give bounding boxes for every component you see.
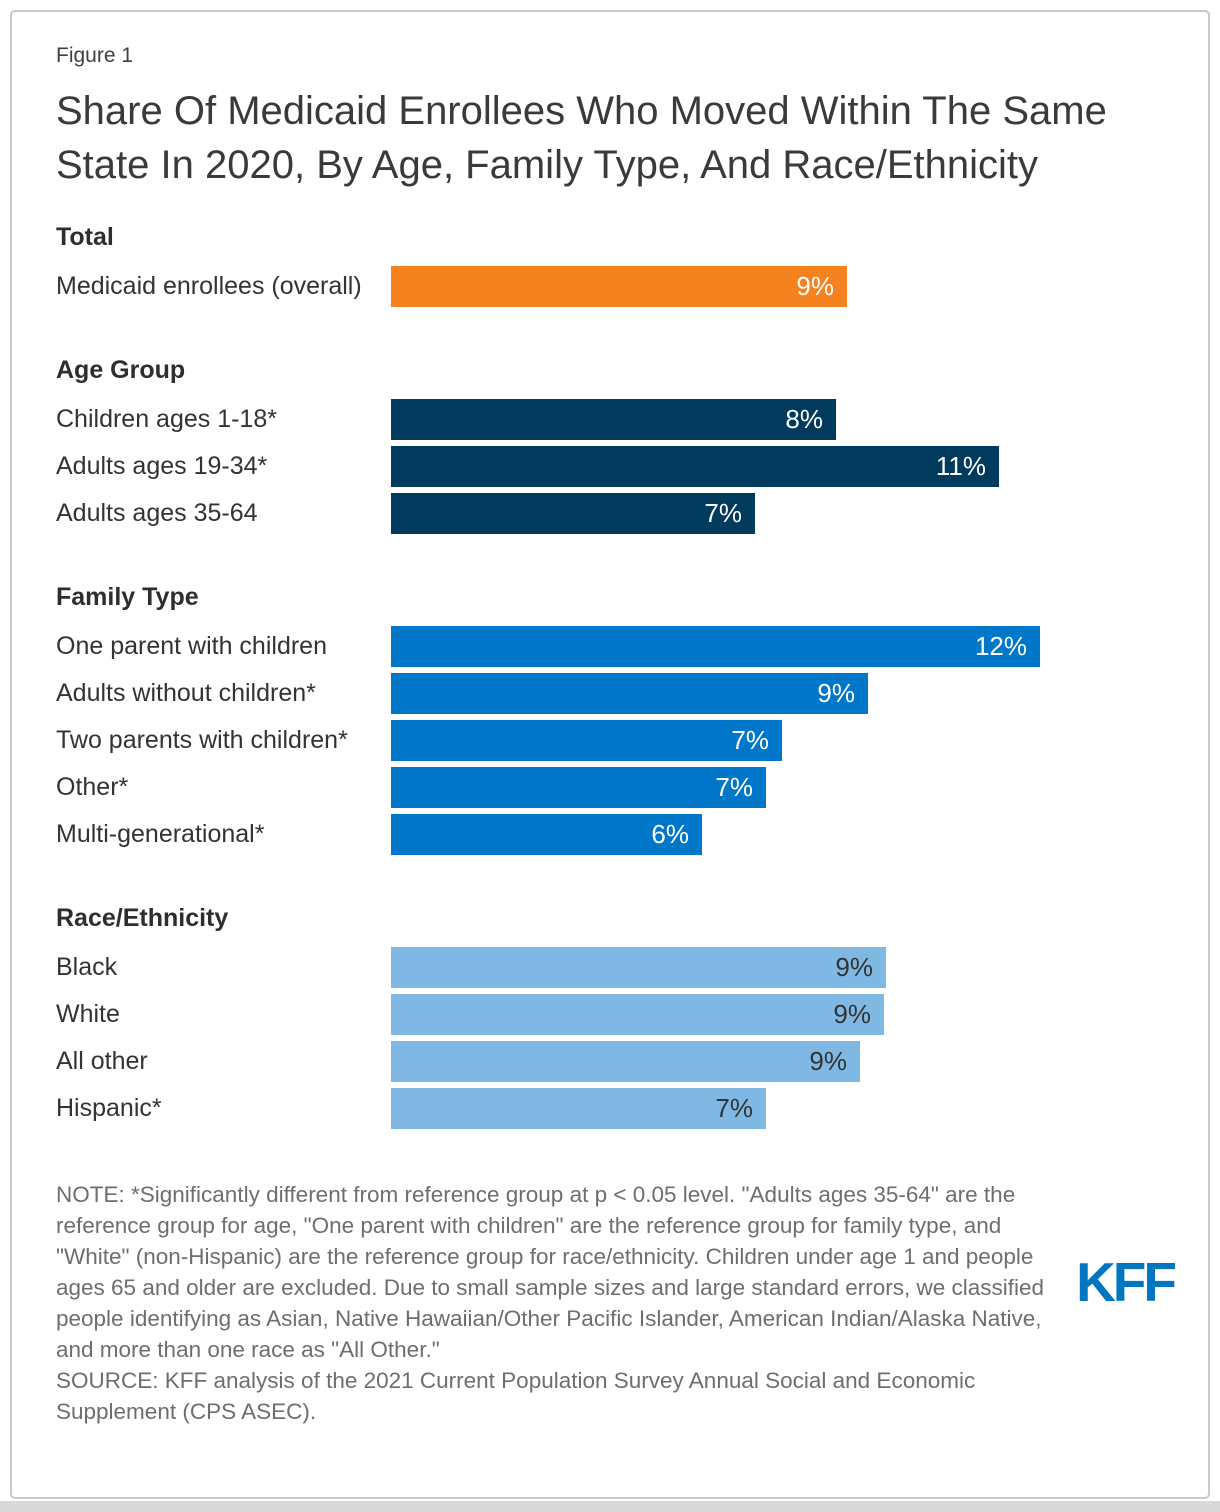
bar-row-white: White 9% (56, 994, 1164, 1035)
section-header: Family Type (56, 583, 199, 611)
bar-track: 7% (391, 720, 1164, 761)
bar-row-black: Black 9% (56, 947, 1164, 988)
chart-section-family-type: Family Type One parent with children 12%… (56, 583, 1164, 855)
bar-track: 6% (391, 814, 1164, 855)
section-rows: Black 9% White 9% All other 9% Hispanic*… (56, 947, 1164, 1129)
bar-row-adults-ages-35-64: Adults ages 35-64 7% (56, 493, 1164, 534)
bar-value-label: 9% (817, 678, 855, 708)
chart-section-race-ethnicity: Race/Ethnicity Black 9% White 9% All oth… (56, 904, 1164, 1129)
bar-category-label: Children ages 1-18* (56, 405, 277, 433)
bar-category-label: Two parents with children* (56, 726, 348, 754)
bar-value-label: 7% (731, 725, 769, 755)
bar-track: 7% (391, 493, 1164, 534)
kff-logo: KFF (1076, 1251, 1177, 1313)
bar: 11% (391, 446, 999, 487)
bar-value-label: 9% (796, 271, 834, 301)
bar-category-label: Adults without children* (56, 679, 316, 707)
bar-category-label: White (56, 1000, 120, 1028)
bar-value-label: 12% (974, 631, 1027, 661)
bar-track: 9% (391, 1041, 1164, 1082)
figure-label: Figure 1 (56, 44, 134, 67)
bar: 7% (391, 767, 766, 808)
bar-row-multi-generational: Multi-generational* 6% (56, 814, 1164, 855)
bar: 12% (391, 626, 1040, 667)
bar: 7% (391, 720, 782, 761)
section-rows: Medicaid enrollees (overall) 9% (56, 266, 1164, 307)
section-header: Total (56, 223, 114, 251)
bar-track: 9% (391, 266, 1164, 307)
bar-row-other: Other* 7% (56, 767, 1164, 808)
bar-track: 9% (391, 947, 1164, 988)
bar-track: 8% (391, 399, 1164, 440)
bar-row-hispanic: Hispanic* 7% (56, 1088, 1164, 1129)
bar-value-label: 8% (785, 404, 823, 434)
bar: 7% (391, 493, 755, 534)
bar: 9% (391, 266, 847, 307)
bar-row-all-other: All other 9% (56, 1041, 1164, 1082)
bar-category-label: Medicaid enrollees (overall) (56, 272, 362, 300)
bar-category-label: One parent with children (56, 632, 327, 660)
bar: 7% (391, 1088, 766, 1129)
bar-chart: Total Medicaid enrollees (overall) 9% Ag… (56, 223, 1164, 1129)
section-header: Race/Ethnicity (56, 904, 229, 932)
figure-card: Figure 1 Share Of Medicaid Enrollees Who… (10, 10, 1210, 1499)
source-text: SOURCE: KFF analysis of the 2021 Current… (56, 1368, 976, 1424)
bar-track: 7% (391, 767, 1164, 808)
bar-track: 9% (391, 994, 1164, 1035)
section-header: Age Group (56, 356, 186, 384)
bar-category-label: Adults ages 19-34* (56, 452, 268, 480)
bar-track: 7% (391, 1088, 1164, 1129)
bar: 9% (391, 673, 868, 714)
bar-track: 9% (391, 673, 1164, 714)
bar-row-adults-without-children: Adults without children* 9% (56, 673, 1164, 714)
note-text: NOTE: *Significantly different from refe… (56, 1182, 1045, 1362)
bar-category-label: Black (56, 953, 118, 981)
bar-category-label: Multi-generational* (56, 820, 265, 848)
bar-category-label: Other* (56, 773, 129, 801)
bar-track: 12% (391, 626, 1164, 667)
bar-row-medicaid-enrollees-overall: Medicaid enrollees (overall) 9% (56, 266, 1164, 307)
bar-row-adults-ages-19-34: Adults ages 19-34* 11% (56, 446, 1164, 487)
bar-value-label: 9% (835, 952, 873, 982)
figure-footer: NOTE: *Significantly different from refe… (56, 1179, 1177, 1427)
bar-value-label: 7% (715, 1093, 753, 1123)
bar: 9% (391, 947, 886, 988)
bar: 9% (391, 1041, 860, 1082)
chart-section-total: Total Medicaid enrollees (overall) 9% (56, 223, 1164, 307)
bar-value-label: 9% (809, 1046, 847, 1076)
bar-category-label: Adults ages 35-64 (56, 499, 258, 527)
bar-track: 11% (391, 446, 1164, 487)
bar-row-one-parent-with-children: One parent with children 12% (56, 626, 1164, 667)
bar-row-two-parents-with-children: Two parents with children* 7% (56, 720, 1164, 761)
chart-section-age-group: Age Group Children ages 1-18* 8% Adults … (56, 356, 1164, 534)
bar-value-label: 6% (651, 819, 689, 849)
bar-value-label: 9% (833, 999, 871, 1029)
bar-category-label: All other (56, 1047, 148, 1075)
bar: 6% (391, 814, 702, 855)
bar-row-children-ages-1-18: Children ages 1-18* 8% (56, 399, 1164, 440)
bar-value-label: 11% (935, 451, 986, 481)
figure-title: Share Of Medicaid Enrollees Who Moved Wi… (56, 89, 1107, 187)
bar: 9% (391, 994, 884, 1035)
window-bottom-edge (0, 1501, 1220, 1512)
bar-category-label: Hispanic* (56, 1094, 162, 1122)
section-rows: Children ages 1-18* 8% Adults ages 19-34… (56, 399, 1164, 534)
bar-value-label: 7% (704, 498, 742, 528)
bar: 8% (391, 399, 836, 440)
bar-value-label: 7% (715, 772, 753, 802)
section-rows: One parent with children 12% Adults with… (56, 626, 1164, 855)
